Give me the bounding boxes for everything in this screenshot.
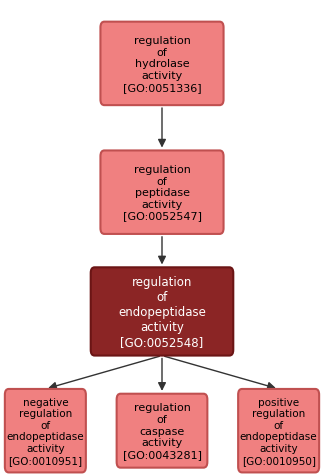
FancyBboxPatch shape xyxy=(117,394,207,467)
Text: regulation
of
peptidase
activity
[GO:0052547]: regulation of peptidase activity [GO:005… xyxy=(122,165,202,221)
FancyBboxPatch shape xyxy=(100,23,224,106)
Text: negative
regulation
of
endopeptidase
activity
[GO:0010951]: negative regulation of endopeptidase act… xyxy=(6,397,84,465)
FancyBboxPatch shape xyxy=(91,268,233,356)
FancyBboxPatch shape xyxy=(5,389,86,472)
Text: regulation
of
caspase
activity
[GO:0043281]: regulation of caspase activity [GO:00432… xyxy=(122,403,202,459)
Text: regulation
of
endopeptidase
activity
[GO:0052548]: regulation of endopeptidase activity [GO… xyxy=(118,275,206,348)
FancyBboxPatch shape xyxy=(238,389,319,472)
Text: regulation
of
hydrolase
activity
[GO:0051336]: regulation of hydrolase activity [GO:005… xyxy=(123,36,201,92)
Text: positive
regulation
of
endopeptidase
activity
[GO:0010950]: positive regulation of endopeptidase act… xyxy=(240,397,318,465)
FancyBboxPatch shape xyxy=(100,151,224,235)
